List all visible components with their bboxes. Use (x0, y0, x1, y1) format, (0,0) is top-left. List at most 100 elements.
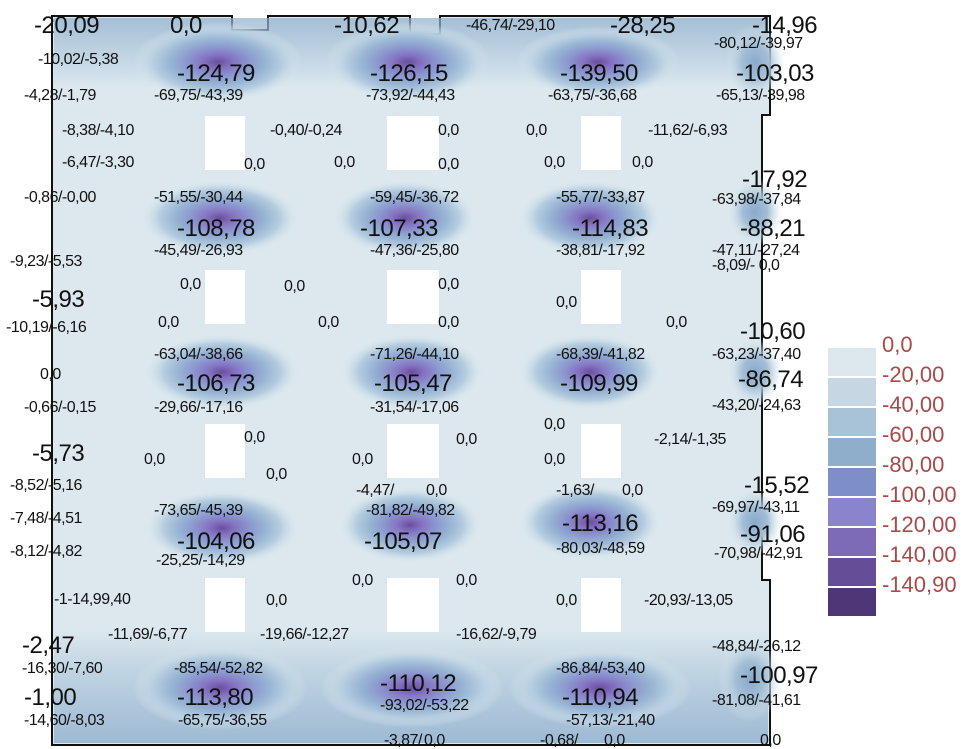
value-label: 0,0 (170, 12, 202, 39)
contour-blob (718, 638, 782, 722)
contour-blob (518, 484, 662, 560)
value-label: -103,03 (736, 60, 814, 87)
value-label: -68,39/-41,82 (556, 346, 645, 363)
value-label: -16,62/-9,79 (456, 626, 537, 643)
value-label: -1-14,99,40 (54, 591, 131, 608)
legend-swatch (828, 528, 876, 556)
contour-blob (140, 180, 300, 256)
value-label: -45,49/-26,93 (154, 242, 243, 259)
value-label: -10,02/-5,38 (38, 51, 119, 68)
value-label: -65,13/-39,98 (716, 87, 805, 104)
value-label: -88,21 (740, 215, 806, 242)
legend-label: -100,00 (882, 482, 957, 507)
contour-blob (725, 24, 785, 100)
value-label: -8,52/-5,16 (10, 477, 82, 494)
value-label: -11,62/-6,93 (648, 122, 728, 139)
contour-blob (144, 334, 300, 410)
value-label: -71,26/-44,10 (370, 346, 459, 363)
legend-swatch (828, 348, 876, 376)
value-label: -14,96 (752, 12, 818, 39)
value-label: -63,98/-37,84 (712, 191, 801, 208)
contour-blob (133, 22, 303, 102)
value-label: 0,0 (526, 122, 547, 139)
value-label: -59,45/-36,72 (370, 189, 459, 206)
value-label: -93,02/-53,22 (380, 697, 469, 714)
value-label: -38,81/-17,92 (556, 242, 645, 259)
value-label: 0,0 (352, 451, 373, 468)
value-label: -105,47 (374, 370, 452, 397)
value-label: -25,25/-14,29 (156, 552, 245, 569)
value-label: 0,0 (760, 732, 781, 749)
value-label: -113,16 (562, 510, 639, 537)
value-label: -1,63/ (556, 482, 594, 499)
value-label: -43,20/-24,63 (712, 397, 801, 414)
value-label: -16,30/-7,60 (22, 660, 103, 677)
contour-blob (338, 487, 482, 563)
value-label: -108,78 (177, 215, 255, 242)
value-label: -114,83 (572, 215, 649, 242)
value-label: -91,06 (740, 521, 806, 548)
value-label: -46,74/-29,10 (466, 17, 555, 34)
value-label: 0,0 (666, 314, 687, 331)
value-label: -57,13/-21,40 (566, 712, 655, 729)
value-label: -47,11/-27,24 (712, 242, 800, 259)
value-label: 0,0 (244, 429, 265, 446)
value-label: -65,75/-36,55 (178, 712, 267, 729)
value-label: -80,03/-48,59 (556, 540, 645, 557)
value-label: 0,0 (40, 366, 61, 383)
value-label: -8,09/- 0,0 (712, 257, 780, 274)
value-label: -70,98/-42,91 (714, 545, 803, 562)
contour-blob (340, 334, 484, 410)
value-label: 0,0 (426, 482, 447, 499)
value-label: -109,99 (560, 370, 638, 397)
value-label: -15,52 (744, 472, 810, 499)
value-label: 0,0 (318, 314, 339, 331)
value-label: 0,0 (424, 732, 445, 749)
value-label: 0,0 (266, 592, 287, 609)
value-label: -14,60/-8,03 (24, 712, 105, 729)
value-label: -80,12/-39,97 (714, 35, 803, 52)
value-label: -110,94 (562, 684, 639, 711)
value-label: -81,08/-41,61 (712, 692, 801, 709)
legend-swatch (828, 438, 876, 466)
contour-blob (326, 22, 490, 102)
value-label: 0,0 (352, 572, 373, 589)
value-label: -5,93 (32, 286, 85, 313)
value-label: -11,69/-6,77 (108, 626, 188, 643)
value-label: -10,19/-6,16 (6, 319, 87, 336)
legend-label: -80,00 (882, 452, 945, 477)
value-label: -63,75/-36,68 (548, 87, 637, 104)
contour-blob (727, 488, 783, 556)
value-label: -85,54/-52,82 (174, 660, 263, 677)
value-label: 0,0 (244, 156, 265, 173)
value-label: -3,87/ (384, 732, 422, 749)
value-label: -4,47/ (356, 482, 394, 499)
value-label: -7,48/-4,51 (10, 510, 82, 527)
value-label: -19,66/-12,27 (260, 626, 349, 643)
value-label: -100,97 (740, 662, 818, 689)
contour-blob (320, 648, 504, 728)
value-label: -20,09 (34, 12, 100, 39)
value-label: -8,38/-4,10 (62, 122, 134, 139)
legend-label: -20,00 (882, 362, 945, 387)
contour-blob (508, 648, 692, 728)
value-label: -55,77/-33,87 (556, 189, 645, 206)
value-label: 0,0 (544, 416, 565, 433)
value-label: -29,66/-17,16 (154, 399, 243, 416)
value-label: -105,07 (364, 528, 442, 555)
value-label: -126,15 (370, 60, 448, 87)
value-label: 0,0 (334, 154, 355, 171)
value-label: -8,12/-4,82 (10, 543, 82, 560)
legend-label: 0,0 (882, 332, 913, 357)
contour-blobs (132, 22, 785, 730)
contour-blob (727, 178, 783, 246)
value-label: -0,86/-0,00 (24, 189, 96, 206)
value-label: -63,04/-38,66 (154, 346, 243, 363)
value-label: -28,25 (610, 12, 676, 39)
value-label: -106,73 (177, 370, 255, 397)
value-label: -47,36/-25,80 (370, 242, 459, 259)
value-label: -73,65/-45,39 (154, 502, 243, 519)
contour-blob (516, 26, 680, 98)
value-label: -48,84/-26,12 (712, 638, 801, 655)
